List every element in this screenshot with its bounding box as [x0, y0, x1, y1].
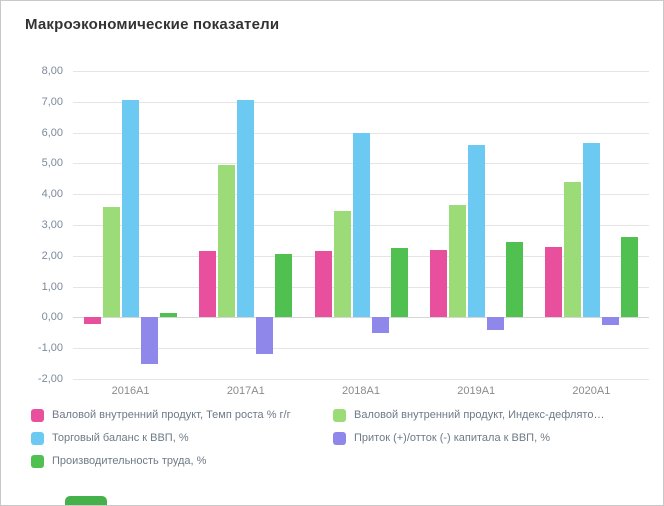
bar-2016A1-series-1 [103, 206, 121, 318]
bar-2017A1-series-1 [218, 164, 236, 318]
legend-item[interactable]: Приток (+)/отток (-) капитала к ВВП, % [333, 431, 604, 445]
bar-2019A1-series-1 [448, 205, 466, 318]
legend-swatch-icon [333, 408, 346, 422]
bar-2018A1-series-0 [314, 251, 332, 318]
legend-label: Валовой внутренний продукт, Индекс-дефля… [354, 409, 605, 421]
bar-2019A1-series-2 [467, 144, 485, 318]
y-tick-label: -1,00 [37, 342, 63, 355]
legend-swatch-icon [333, 431, 346, 445]
plot-area [73, 71, 649, 380]
legend-label: Торговый баланс к ВВП, % [52, 432, 189, 444]
bar-2020A1-series-0 [544, 246, 562, 318]
bar-2018A1-series-3 [371, 317, 389, 333]
y-tick-label: 4,00 [41, 188, 63, 201]
bar-2017A1-series-4 [275, 254, 293, 318]
x-tick-label: 2016A1 [111, 385, 150, 397]
bar-2017A1-series-2 [237, 100, 255, 318]
x-tick-label: 2017A1 [226, 385, 265, 397]
legend-swatch-icon [31, 454, 44, 468]
y-tick-label: -2,00 [37, 373, 63, 385]
gridline [73, 71, 649, 72]
bar-2018A1-series-2 [352, 132, 370, 318]
legend-item[interactable]: Валовой внутренний продукт, Индекс-дефля… [333, 408, 604, 422]
bar-2019A1-series-0 [429, 249, 447, 318]
bar-2016A1-series-4 [160, 312, 178, 318]
y-tick-label: 1,00 [41, 280, 63, 293]
bar-2020A1-series-1 [563, 181, 581, 318]
bar-2018A1-series-1 [333, 211, 351, 318]
legend-label: Валовой внутренний продукт, Темп роста %… [52, 409, 291, 421]
y-tick-label: 8,00 [41, 65, 63, 77]
gridline [73, 379, 649, 380]
bar-2020A1-series-3 [601, 317, 619, 326]
y-tick-label: 7,00 [41, 95, 63, 108]
bar-2016A1-series-0 [84, 317, 102, 324]
legend-item[interactable]: Валовой внутренний продукт, Темп роста %… [31, 408, 331, 422]
y-tick-label: 5,00 [41, 157, 63, 170]
y-tick-label: 3,00 [41, 219, 63, 231]
partial-green-element[interactable] [65, 496, 107, 505]
gridline [73, 348, 649, 350]
x-tick-label: 2020A1 [572, 385, 611, 397]
x-tick-label: 2019A1 [457, 385, 496, 397]
y-tick-label: 6,00 [41, 126, 63, 139]
legend-item[interactable]: Торговый баланс к ВВП, % [31, 431, 331, 445]
chart-title: Макроэкономические показатели [25, 16, 280, 33]
x-tick-label: 2018A1 [342, 385, 380, 397]
bar-2017A1-series-3 [256, 317, 274, 355]
bar-2019A1-series-4 [505, 241, 523, 318]
legend-swatch-icon [31, 408, 44, 422]
y-axis-labels: 8,00 7,00 6,00 5,00 4,00 3,00 2,00 1,00 0,00 -1,0… [19, 65, 63, 385]
bar-2016A1-series-3 [141, 317, 159, 364]
bar-2019A1-series-3 [486, 317, 504, 330]
y-tick-label: 0,00 [41, 311, 63, 324]
legend-label: Производительность труда, % [52, 455, 207, 467]
bar-2017A1-series-0 [199, 251, 217, 318]
bar-2020A1-series-4 [620, 237, 638, 318]
x-axis-labels: 2016A1 2017A1 2018A1 2019A1 2020A1 [73, 385, 649, 401]
bar-2018A1-series-4 [390, 248, 408, 318]
gridline [73, 317, 649, 319]
bar-2020A1-series-2 [582, 143, 600, 318]
legend: Валовой внутренний продукт, Темп роста %… [31, 408, 604, 468]
legend-swatch-icon [31, 431, 44, 445]
gridline [73, 101, 649, 103]
legend-label: Приток (+)/отток (-) капитала к ВВП, % [354, 432, 550, 444]
legend-item[interactable]: Производительность труда, % [31, 454, 331, 468]
bar-2016A1-series-2 [122, 100, 140, 318]
y-tick-label: 2,00 [41, 249, 63, 262]
